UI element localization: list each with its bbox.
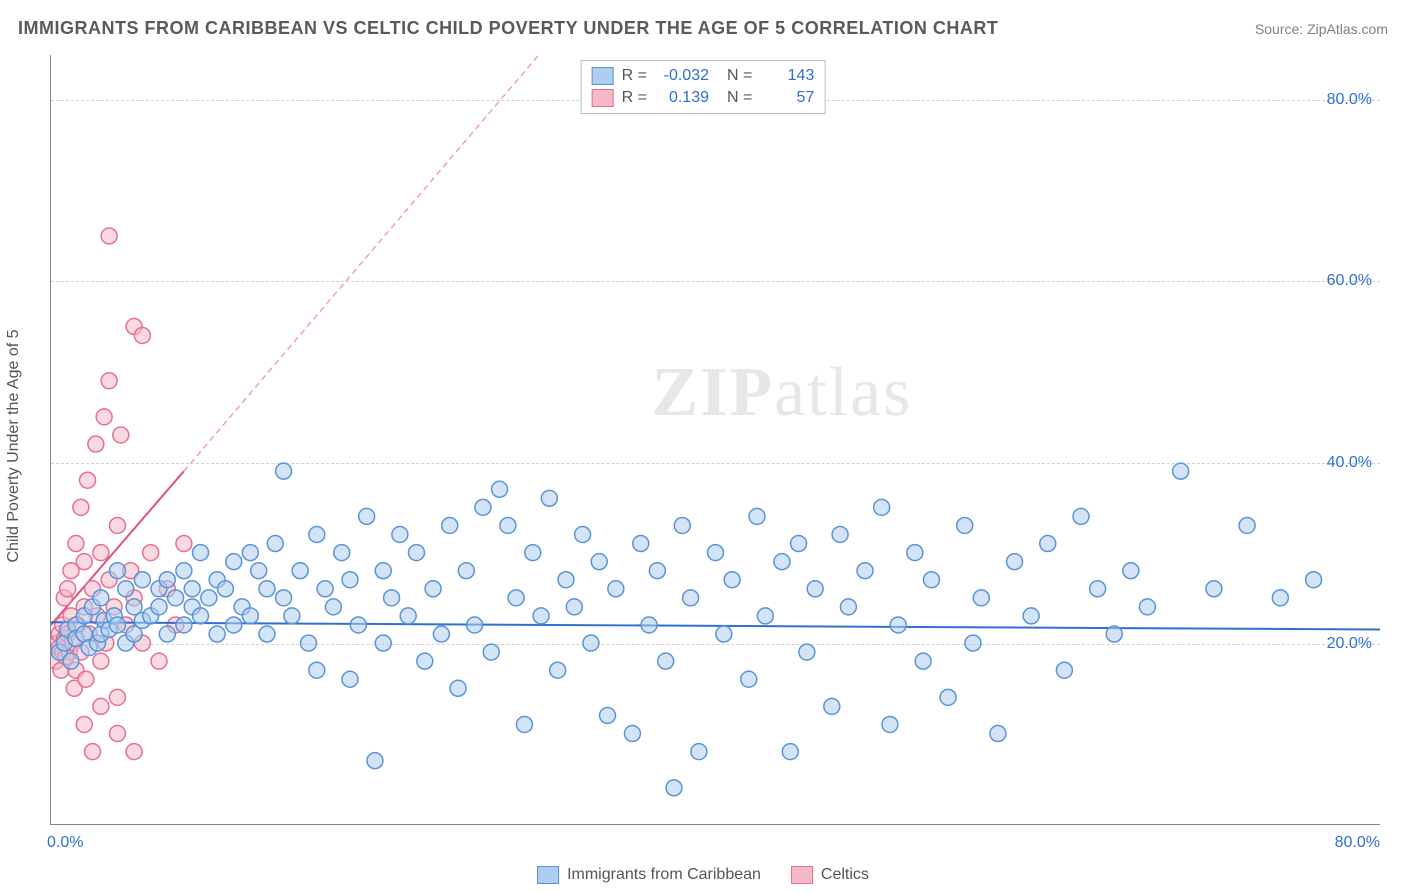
source-value: ZipAtlas.com (1307, 21, 1388, 37)
stats-swatch-1 (592, 89, 614, 107)
stat-n-label-1: N = (727, 89, 752, 107)
stat-r-value-1: 0.139 (655, 89, 709, 107)
series-legend-item-1: Celtics (791, 866, 869, 884)
title-bar: IMMIGRANTS FROM CARIBBEAN VS CELTIC CHIL… (18, 18, 1388, 39)
stat-n-value-1: 57 (760, 89, 814, 107)
stats-legend-row-0: R = -0.032 N = 143 (592, 65, 815, 87)
stats-swatch-0 (592, 67, 614, 85)
scatter-svg (51, 55, 1380, 824)
stats-legend-row-1: R = 0.139 N = 57 (592, 87, 815, 109)
chart-plot-area: ZIPatlas 0.0% 80.0% 20.0%40.0%60.0%80.0% (50, 55, 1380, 825)
y-axis-label: Child Poverty Under the Age of 5 (5, 329, 23, 562)
source-label: Source: (1255, 21, 1307, 37)
x-axis-min-label: 0.0% (47, 834, 83, 852)
stat-n-value-0: 143 (760, 67, 814, 85)
series-swatch-1 (791, 866, 813, 884)
source-attribution: Source: ZipAtlas.com (1255, 21, 1388, 37)
series-label-1: Celtics (821, 866, 869, 884)
stats-legend: R = -0.032 N = 143 R = 0.139 N = 57 (581, 60, 826, 114)
stat-r-label-1: R = (622, 89, 647, 107)
series-legend-item-0: Immigrants from Caribbean (537, 866, 761, 884)
stat-r-value-0: -0.032 (655, 67, 709, 85)
stat-n-label-0: N = (727, 67, 752, 85)
series-swatch-0 (537, 866, 559, 884)
series-legend: Immigrants from Caribbean Celtics (537, 866, 869, 884)
stat-r-label-0: R = (622, 67, 647, 85)
chart-title: IMMIGRANTS FROM CARIBBEAN VS CELTIC CHIL… (18, 18, 998, 39)
series-label-0: Immigrants from Caribbean (567, 866, 761, 884)
x-axis-max-label: 80.0% (1335, 834, 1380, 852)
